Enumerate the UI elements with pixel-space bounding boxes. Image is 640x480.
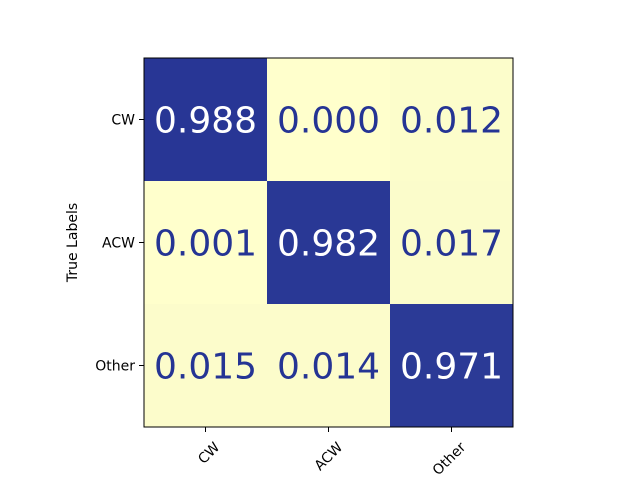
x-tick-label-0: CW — [195, 439, 223, 467]
cell-value-label-r0-c1: 0.000 — [277, 101, 380, 142]
heatmap-cells: 0.988 0.000 0.012 0.001 0.982 0.017 0.015 0.014… — [144, 58, 514, 428]
heatmap-cell-r0-c2 — [390, 58, 514, 182]
y-axis-label: True Labels — [65, 203, 81, 283]
cell-value-label-r1-c1: 0.982 — [277, 224, 380, 265]
heatmap-cell-r2-c0 — [144, 304, 268, 428]
heatmap-cell-r2-c2 — [390, 304, 514, 428]
cell-value-label-r1-c2: 0.017 — [400, 224, 503, 265]
heatmap-cell-r1-c0 — [144, 181, 268, 305]
heatmap-cell-r1-c1 — [267, 181, 391, 305]
y-tick-label-0: CW — [111, 113, 135, 129]
x-axis-ticks: CW ACW Other — [195, 427, 469, 479]
cell-value-label-r2-c0: 0.015 — [154, 347, 257, 388]
heatmap-cell-r0-c1 — [267, 58, 391, 182]
heatmap-cell-r0-c0 — [144, 58, 268, 182]
y-tick-label-2: Other — [95, 359, 135, 375]
cell-value-label-r1-c0: 0.001 — [154, 224, 257, 265]
x-tick-label-2: Other — [430, 439, 470, 479]
cell-value-label-r2-c2: 0.971 — [400, 347, 503, 388]
y-tick-label-1: ACW — [102, 236, 135, 252]
cell-value-label-r2-c1: 0.014 — [277, 347, 380, 388]
x-tick-label-1: ACW — [312, 439, 347, 474]
cell-value-label-r0-c2: 0.012 — [400, 101, 503, 142]
y-axis-ticks: CW ACW Other — [95, 113, 144, 375]
heatmap-cell-r1-c2 — [390, 181, 514, 305]
cell-value-label-r0-c0: 0.988 — [154, 101, 257, 142]
heatmap-cell-r2-c1 — [267, 304, 391, 428]
